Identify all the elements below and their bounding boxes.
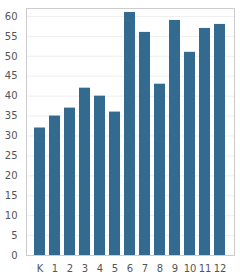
- svg-text:5: 5: [11, 230, 17, 241]
- svg-text:15: 15: [5, 190, 18, 201]
- svg-text:12: 12: [214, 263, 227, 274]
- svg-text:9: 9: [172, 263, 178, 274]
- svg-text:4: 4: [97, 263, 103, 274]
- svg-text:35: 35: [5, 110, 18, 121]
- svg-text:11: 11: [199, 263, 212, 274]
- svg-text:1: 1: [52, 263, 58, 274]
- svg-text:10: 10: [184, 263, 197, 274]
- svg-text:10: 10: [5, 210, 18, 221]
- svg-text:30: 30: [5, 130, 18, 141]
- svg-text:20: 20: [5, 170, 18, 181]
- svg-text:K: K: [37, 263, 44, 274]
- svg-text:6: 6: [127, 263, 133, 274]
- svg-text:45: 45: [5, 70, 18, 81]
- svg-text:0: 0: [11, 250, 17, 261]
- svg-text:60: 60: [5, 11, 18, 22]
- svg-text:50: 50: [5, 51, 18, 62]
- svg-text:25: 25: [5, 150, 18, 161]
- svg-text:7: 7: [142, 263, 148, 274]
- svg-text:40: 40: [5, 90, 18, 101]
- svg-text:8: 8: [157, 263, 163, 274]
- svg-text:5: 5: [112, 263, 118, 274]
- svg-text:55: 55: [5, 31, 18, 42]
- svg-text:2: 2: [67, 263, 73, 274]
- svg-text:3: 3: [82, 263, 88, 274]
